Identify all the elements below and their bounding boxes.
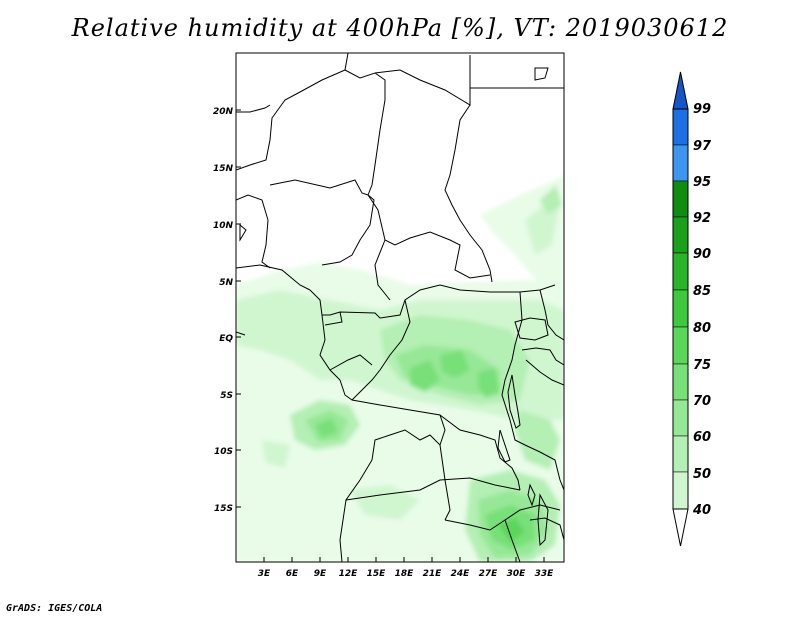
colorbar-seg-90 [672,252,689,291]
colorbar-seg-85 [672,289,689,328]
colorbar-label: 50 [693,467,711,482]
colorbar-seg-99 [672,108,689,146]
lon-label: 12E [339,569,359,579]
latitude-labels: 20N 15N 10N 5N EQ 5S 10S 15S [213,107,234,514]
lat-label: 10N [213,221,234,231]
lat-label: 20N [213,107,234,117]
colorbar-seg-75 [672,363,689,401]
colorbar-label: 80 [693,321,711,336]
lon-label: 33E [535,569,555,579]
lon-label: 24E [451,569,471,579]
colorbar-label: 70 [693,394,711,409]
colorbar-seg-97 [672,144,689,182]
map-frame [235,52,565,563]
colorbar-seg-92 [672,216,689,254]
lon-label: 6E [286,569,299,579]
colorbar-label: 95 [693,175,711,190]
lat-label: 5N [219,278,233,288]
lat-label: EQ [219,334,233,344]
colorbar-seg-80 [672,326,689,365]
lat-label: 15S [214,504,233,514]
colorbar-seg-60 [672,435,689,473]
lon-label: 9E [314,569,327,579]
lon-label: 30E [507,569,527,579]
colorbar [672,71,689,547]
colorbar-label: 75 [693,358,711,373]
colorbar-label: 97 [693,139,712,154]
chart-title: Relative humidity at 400hPa [%], VT: 201… [71,14,729,42]
lat-label: 5S [220,391,233,401]
axis-ticks [236,109,545,562]
colorbar-seg-50 [672,471,689,510]
lon-label: 3E [258,569,271,579]
longitude-labels: 3E 6E 9E 12E 15E 18E 21E 24E 27E 30E 33E [258,569,554,579]
lat-label: 15N [213,164,234,174]
colorbar-label: 40 [692,503,711,518]
lon-label: 15E [367,569,387,579]
colorbar-seg-70 [672,399,689,437]
colorbar-label: 99 [693,102,711,117]
country-borders [236,53,564,562]
lat-label: 10S [214,447,233,457]
colorbar-label: 92 [693,211,711,226]
humidity-shading [236,175,564,562]
colorbar-bottom-triangle [672,508,689,547]
lon-label: 18E [395,569,415,579]
colorbar-label: 90 [693,247,711,262]
lon-label: 27E [479,569,499,579]
credit-label: GrADS: IGES/COLA [6,603,103,614]
colorbar-labels: 99 97 95 92 90 85 80 75 70 60 50 40 [692,102,712,518]
lakes [497,67,549,547]
colorbar-label: 85 [693,284,711,299]
colorbar-seg-95 [672,180,689,218]
colorbar-label: 60 [693,430,711,445]
lon-label: 21E [423,569,443,579]
colorbar-top-triangle [672,71,689,110]
